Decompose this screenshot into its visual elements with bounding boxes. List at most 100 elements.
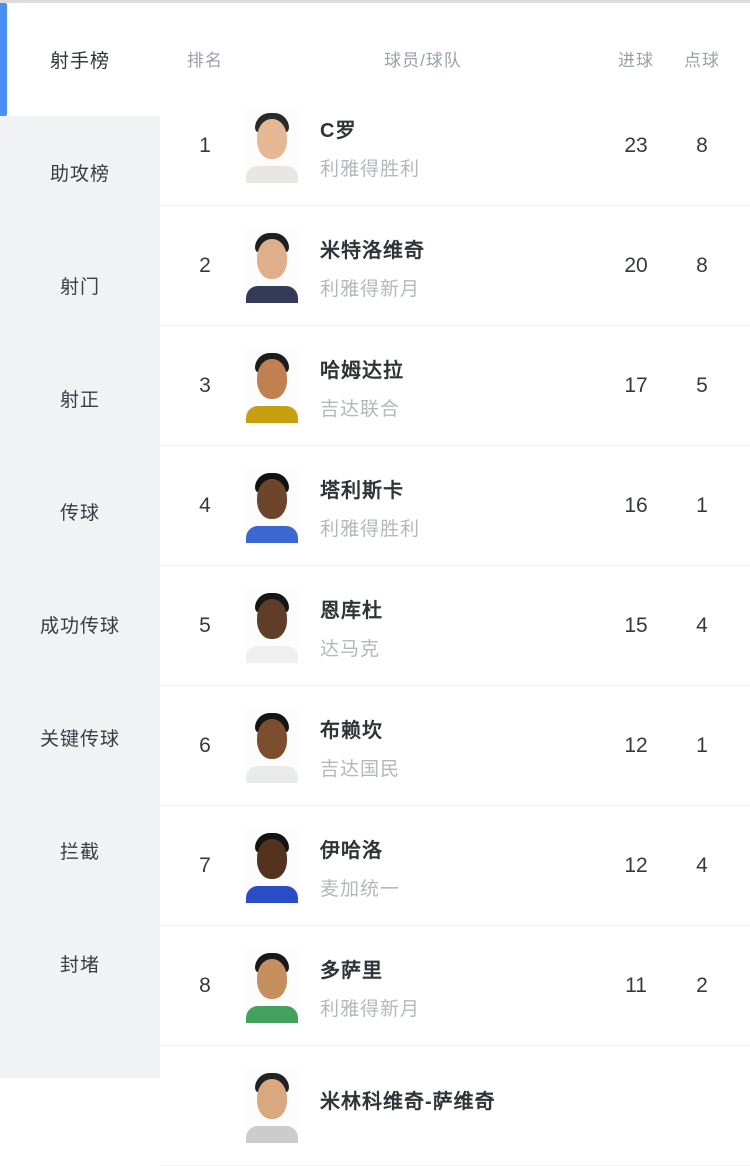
- avatar-face: [257, 839, 287, 879]
- sidebar-item-shots-on-target[interactable]: 射正: [0, 342, 160, 455]
- header-rank: 排名: [187, 51, 223, 70]
- player-row[interactable]: 8 多萨里 利雅得新月 11 2: [160, 926, 750, 1046]
- penalties-cell: 8: [696, 253, 708, 277]
- active-tab-indicator: [0, 3, 7, 116]
- stats-category-sidebar: 射手榜 助攻榜 射门 射正 传球 成功传球 关键传球 拦截 封堵: [0, 3, 160, 1078]
- player-info: C罗 利雅得胜利: [320, 86, 420, 205]
- penalties-cell: 5: [696, 373, 708, 397]
- player-info: 恩库杜 达马克: [320, 566, 383, 685]
- player-row[interactable]: 3 哈姆达拉 吉达联合 17 5: [160, 326, 750, 446]
- player-team: 利雅得胜利: [320, 519, 421, 540]
- avatar-face: [257, 959, 287, 999]
- sidebar-item-label: 传球: [59, 503, 100, 524]
- penalties-cell: 2: [696, 973, 708, 997]
- rank-cell: 1: [199, 133, 211, 157]
- player-info: 米林科维奇-萨维奇: [320, 1046, 496, 1165]
- player-row[interactable]: 米林科维奇-萨维奇: [160, 1046, 750, 1166]
- player-team: 达马克: [320, 639, 381, 660]
- player-name: 哈姆达拉: [320, 360, 404, 382]
- player-avatar: [246, 949, 298, 1023]
- sidebar-item-label: 射门: [59, 277, 100, 298]
- avatar-jersey: [246, 1006, 298, 1023]
- sidebar-item-interceptions[interactable]: 拦截: [0, 794, 160, 907]
- goals-cell: 11: [625, 973, 647, 997]
- sidebar-item-label: 射正: [59, 390, 100, 411]
- player-team: 吉达联合: [320, 399, 401, 420]
- player-row[interactable]: 2 米特洛维奇 利雅得新月 20 8: [160, 206, 750, 326]
- player-name: 恩库杜: [320, 600, 383, 622]
- sidebar-item-label: 关键传球: [39, 729, 120, 750]
- sidebar-item-label: 助攻榜: [49, 164, 110, 185]
- player-avatar: [246, 229, 298, 303]
- player-avatar: [246, 709, 298, 783]
- rank-cell: 4: [199, 493, 211, 517]
- penalties-cell: 8: [696, 133, 708, 157]
- player-info: 多萨里 利雅得新月: [320, 926, 420, 1045]
- sidebar-item-label: 封堵: [59, 955, 100, 976]
- sidebar-item-shots[interactable]: 射门: [0, 229, 160, 342]
- rank-cell: 7: [199, 853, 211, 877]
- player-avatar: [246, 349, 298, 423]
- sidebar-item-successful-passes[interactable]: 成功传球: [0, 568, 160, 681]
- player-row[interactable]: 4 塔利斯卡 利雅得胜利 16 1: [160, 446, 750, 566]
- player-name: 米特洛维奇: [320, 240, 425, 262]
- goals-cell: [606, 1046, 666, 1165]
- goals-cell: 23: [624, 133, 648, 157]
- player-avatar: [246, 1069, 298, 1143]
- header-goals: 进球: [618, 51, 654, 70]
- avatar-face: [257, 359, 287, 399]
- player-name: C罗: [320, 120, 357, 142]
- player-team: 麦加统一: [320, 879, 401, 900]
- goals-cell: 12: [624, 733, 648, 757]
- rank-cell: 2: [199, 253, 211, 277]
- avatar-jersey: [246, 526, 298, 543]
- sidebar-item-top-scorers[interactable]: 射手榜: [0, 3, 160, 116]
- penalties-cell: 4: [696, 613, 708, 637]
- player-row[interactable]: 1 C罗 利雅得胜利 23 8: [160, 86, 750, 206]
- avatar-jersey: [246, 286, 298, 303]
- player-name: 伊哈洛: [320, 840, 383, 862]
- top-divider: [0, 0, 750, 3]
- player-avatar: [246, 589, 298, 663]
- table-header-row: 排名 球员/球队 进球 点球: [160, 3, 750, 86]
- player-name: 布赖坎: [320, 720, 383, 742]
- avatar-jersey: [246, 406, 298, 423]
- stats-panel: 射手榜 助攻榜 射门 射正 传球 成功传球 关键传球 拦截 封堵 排名 球员/球…: [0, 3, 750, 1166]
- player-avatar: [246, 469, 298, 543]
- player-team: 吉达国民: [320, 759, 401, 780]
- sidebar-item-assists[interactable]: 助攻榜: [0, 116, 160, 229]
- player-name: 米林科维奇-萨维奇: [320, 1090, 496, 1113]
- sidebar-item-passes[interactable]: 传球: [0, 455, 160, 568]
- player-name: 多萨里: [320, 960, 383, 982]
- player-team: 利雅得胜利: [320, 159, 421, 180]
- avatar-jersey: [246, 766, 298, 783]
- goals-cell: 16: [624, 493, 648, 517]
- sidebar-item-blocks[interactable]: 封堵: [0, 907, 160, 1020]
- avatar-face: [257, 119, 287, 159]
- rank-cell: 8: [199, 973, 211, 997]
- player-team: 利雅得新月: [320, 999, 421, 1020]
- goals-cell: 12: [624, 853, 648, 877]
- rank-cell: [160, 1046, 250, 1165]
- sidebar-item-key-passes[interactable]: 关键传球: [0, 681, 160, 794]
- penalties-cell: [672, 1046, 732, 1165]
- penalties-cell: 1: [696, 733, 708, 757]
- avatar-face: [257, 239, 287, 279]
- player-team: 利雅得新月: [320, 279, 421, 300]
- player-info: 哈姆达拉 吉达联合: [320, 326, 404, 445]
- sidebar-item-label: 成功传球: [39, 616, 120, 637]
- table-body: 1 C罗 利雅得胜利 23 8 2 米特洛维奇 利雅得新月 20 8 3: [160, 86, 750, 1166]
- avatar-jersey: [246, 646, 298, 663]
- goals-cell: 15: [624, 613, 648, 637]
- player-row[interactable]: 7 伊哈洛 麦加统一 12 4: [160, 806, 750, 926]
- player-row[interactable]: 5 恩库杜 达马克 15 4: [160, 566, 750, 686]
- player-info: 米特洛维奇 利雅得新月: [320, 206, 425, 325]
- avatar-jersey: [246, 166, 298, 183]
- rank-cell: 3: [199, 373, 211, 397]
- player-name: 塔利斯卡: [320, 480, 404, 502]
- top-scorers-table: 排名 球员/球队 进球 点球 1 C罗 利雅得胜利 23 8 2 米特洛维奇 利…: [160, 3, 750, 1166]
- player-row[interactable]: 6 布赖坎 吉达国民 12 1: [160, 686, 750, 806]
- avatar-jersey: [246, 886, 298, 903]
- goals-cell: 17: [624, 373, 648, 397]
- avatar-face: [257, 719, 287, 759]
